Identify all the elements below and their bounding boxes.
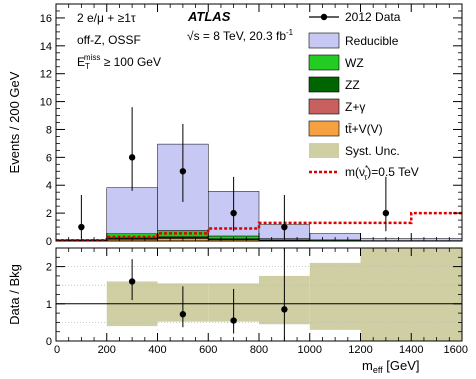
legend-zgamma-swatch	[308, 98, 340, 115]
data-point-0	[78, 223, 85, 231]
x-tick-label-4: 800	[250, 344, 268, 356]
x-tick-label-1: 200	[98, 344, 116, 356]
data-point-2	[179, 168, 187, 175]
energy-lumi-text: √s = 8 TeV, 20.3 fb	[187, 29, 286, 43]
energy-lumi-label: √s = 8 TeV, 20.3 fb-1	[187, 28, 294, 43]
main-ytick-label-2: 4	[46, 180, 52, 192]
legend-syst-label: Syst. Unc.	[345, 144, 400, 158]
selection-annotation: 2 e/μ + ≥1τ off-Z, OSSF ETmiss ≥ 100 GeV	[77, 11, 161, 71]
selection-line-1: 2 e/μ + ≥1τ	[77, 11, 136, 25]
met-symbol: E	[77, 55, 85, 69]
band-bin-4	[309, 262, 361, 330]
legend-zz: ZZ	[308, 76, 360, 93]
x-tick-label-8: 1600	[444, 344, 468, 356]
legend-signal-label: m(ν* τ)=0.5 TeV	[345, 164, 419, 182]
x-label-sub: eff	[373, 365, 383, 375]
main-ytick-label-3: 6	[46, 152, 52, 164]
band-bin-5	[360, 248, 462, 341]
experiment-label: ATLAS	[187, 9, 231, 24]
lumi-unit-sup: -1	[286, 28, 294, 37]
main-ytick-label-4: 8	[46, 124, 52, 136]
legend-wz-label: WZ	[345, 56, 364, 70]
ratio-data-points	[128, 248, 288, 341]
stack-bar-4-1	[106, 187, 158, 235]
legend-signal: m(ν* τ)=0.5 TeV	[309, 164, 419, 182]
x-tick-label-0: 0	[54, 344, 60, 356]
legend: 2012 Data Reducible WZ ZZ Z+γ tt̄+V(V)	[308, 10, 419, 182]
main-ytick-label-6: 12	[40, 69, 52, 81]
main-ytick-label-0: 0	[46, 236, 52, 248]
legend-zgamma-label: Z+γ	[345, 100, 365, 114]
x-tick-label-7: 1400	[399, 344, 423, 356]
main-ytick-label-8: 16	[40, 13, 52, 25]
legend-data-label: 2012 Data	[345, 10, 401, 24]
signal-label-head: m(ν	[345, 165, 365, 179]
legend-wz-swatch	[308, 54, 340, 71]
main-ytick-label-1: 2	[46, 208, 52, 220]
ratio-point-3	[281, 306, 288, 313]
ratio-point-1	[179, 311, 187, 318]
x-label-unit: [GeV]	[383, 358, 420, 373]
ratio-ytick-label-1: 1	[46, 299, 52, 311]
met-subscript: T	[85, 62, 90, 71]
signal-label-sup: *	[365, 164, 368, 173]
x-tick-label-3: 600	[199, 344, 217, 356]
legend-syst-swatch	[309, 143, 339, 158]
x-axis-label: meff [GeV]	[362, 358, 420, 375]
met-threshold: ≥ 100 GeV	[100, 55, 161, 69]
legend-reducible-label: Reducible	[345, 34, 399, 48]
legend-zz-label: ZZ	[345, 78, 360, 92]
ratio-point-2	[230, 317, 237, 324]
data-point-3	[230, 209, 237, 217]
met-superscript: miss	[84, 53, 100, 62]
signal-step-line	[56, 211, 462, 242]
legend-ttv-swatch	[308, 120, 340, 137]
x-tick-label-6: 1200	[348, 344, 372, 356]
legend-zgamma: Z+γ	[308, 98, 365, 115]
ratio-panel: 0 1 2 0 200 400 600 800 1000 1200 1400 1600 Data /…	[7, 247, 468, 375]
signal-curve	[56, 211, 462, 242]
ratio-x-ticks: 0 200 400 600 800 1000 1200 1400 1600	[54, 248, 468, 356]
legend-ttv-label: tt̄+V(V)	[345, 122, 383, 136]
data-points	[78, 107, 390, 239]
selection-line-2: off-Z, OSSF	[77, 33, 141, 47]
signal-label-sub: τ	[364, 173, 368, 182]
data-point-4	[281, 223, 288, 231]
x-label-m: m	[362, 358, 373, 373]
x-tick-label-5: 1000	[298, 344, 322, 356]
legend-zz-swatch	[308, 76, 340, 93]
main-y-ticks: 0 2 4 6 8 10 12 14 16	[40, 3, 462, 248]
main-ytick-label-5: 10	[40, 97, 52, 109]
ratio-y-axis-label: Data / Bkg	[7, 264, 22, 325]
legend-data: 2012 Data	[309, 10, 401, 24]
legend-ttv: tt̄+V(V)	[308, 120, 383, 137]
main-panel: 0 2 4 6 8 10 12 14 16 Events / 200 GeV 2 e/μ + ≥…	[7, 3, 463, 248]
ratio-ytick-label-0: 0	[46, 336, 52, 348]
ratio-point-0	[128, 278, 136, 285]
ratio-ytick-label-2: 2	[46, 262, 52, 274]
signal-label-tail: )=0.5 TeV	[367, 165, 418, 179]
x-tick-label-2: 400	[148, 344, 166, 356]
main-x-ticks	[55, 4, 463, 241]
ratio-y-ticks: 0 1 2	[46, 256, 462, 348]
legend-syst: Syst. Unc.	[309, 143, 400, 158]
main-y-axis-label: Events / 200 GeV	[7, 71, 22, 173]
legend-reducible: Reducible	[308, 32, 399, 49]
legend-data-marker	[320, 13, 328, 21]
main-ytick-label-7: 14	[40, 41, 52, 53]
legend-reducible-swatch	[308, 32, 340, 49]
data-point-1	[128, 154, 136, 161]
met-cut: ETmiss ≥ 100 GeV	[77, 53, 161, 71]
data-point-5	[382, 209, 390, 217]
legend-wz: WZ	[308, 54, 364, 71]
